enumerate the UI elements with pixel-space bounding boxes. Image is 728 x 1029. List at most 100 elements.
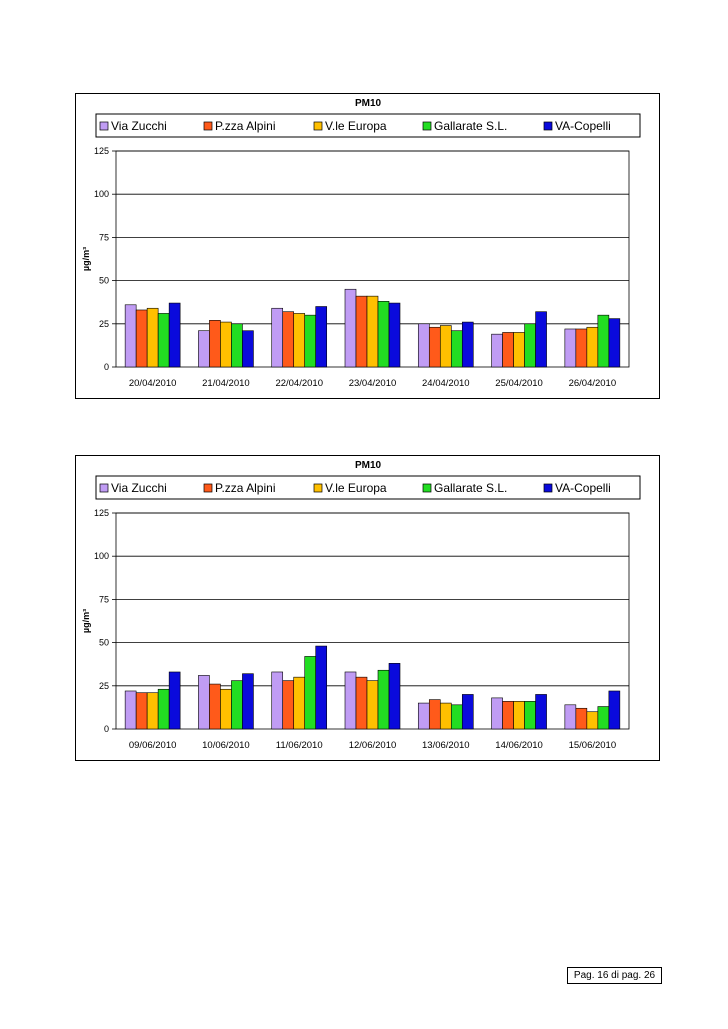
bar <box>502 701 514 730</box>
bar <box>168 302 181 368</box>
chart-title: PM10 <box>355 98 382 109</box>
bar <box>524 701 536 730</box>
bar-group <box>344 288 401 368</box>
chart-svg: PM10 Via Zucchi P.zza Alpini V.le Europa Gal… <box>81 98 641 389</box>
bar <box>355 295 368 368</box>
bar <box>450 704 463 730</box>
legend-item: P.zza Alpini <box>203 481 276 495</box>
x-tick-label: 15/06/2010 <box>569 740 617 751</box>
y-tick-label: 100 <box>94 189 109 199</box>
x-tick-label: 26/04/2010 <box>569 378 617 389</box>
bar <box>608 690 621 730</box>
bar <box>146 307 159 368</box>
bar <box>135 692 148 730</box>
bar-group <box>564 314 621 368</box>
y-tick-label: 75 <box>99 232 109 242</box>
pm10-chart-april: PM10 Via Zucchi P.zza Alpini V.le Europa Gal… <box>75 93 660 399</box>
page-number: Pag. 16 di pag. 26 <box>567 967 662 984</box>
y-tick-label: 0 <box>104 362 109 372</box>
chart-svg: PM10 Via Zucchi P.zza Alpini V.le Europa Gal… <box>81 460 641 751</box>
x-tick-label: 25/04/2010 <box>495 378 543 389</box>
bar <box>271 307 284 368</box>
bar <box>491 697 503 730</box>
legend-label: VA-Copelli <box>555 481 611 495</box>
legend-label: P.zza Alpini <box>215 481 276 495</box>
legend-swatch <box>543 483 553 493</box>
bar <box>157 688 170 730</box>
bar-group <box>124 671 181 730</box>
y-tick-label: 50 <box>99 276 109 286</box>
legend-swatch <box>313 121 323 131</box>
bar <box>535 694 547 730</box>
legend: Via Zucchi P.zza Alpini V.le Europa Gallara… <box>95 113 641 138</box>
bar <box>597 706 610 730</box>
x-tick-label: 11/06/2010 <box>276 740 323 751</box>
bar-group <box>491 694 547 730</box>
bar <box>344 671 357 730</box>
y-axis-label: µg/m³ <box>81 247 91 271</box>
bar <box>597 314 610 368</box>
bar <box>135 309 148 368</box>
bar <box>491 333 503 368</box>
legend-item: VA-Copelli <box>543 481 611 495</box>
bar <box>242 673 254 730</box>
bar <box>608 318 621 368</box>
legend-swatch <box>203 121 213 131</box>
bar <box>220 688 232 730</box>
bar <box>388 302 401 368</box>
bar <box>502 332 514 368</box>
bar <box>304 314 317 368</box>
bar <box>124 690 137 730</box>
y-tick-label: 0 <box>104 724 109 734</box>
bar <box>575 707 588 730</box>
bar <box>209 320 221 368</box>
bar <box>366 680 379 730</box>
x-tick-label: 20/04/2010 <box>129 378 177 389</box>
legend-item: V.le Europa <box>313 481 387 495</box>
bar <box>377 669 390 730</box>
legend-swatch <box>422 121 432 131</box>
bar <box>428 326 441 368</box>
bar-group <box>491 311 547 368</box>
bar <box>535 311 547 368</box>
bar <box>461 694 474 730</box>
bar <box>388 663 401 730</box>
legend-item: Gallarate S.L. <box>422 119 507 133</box>
legend-swatch <box>99 121 109 131</box>
legend-label: Via Zucchi <box>111 119 167 133</box>
bar-group <box>417 321 474 368</box>
bar <box>355 676 368 730</box>
bar-group <box>417 694 474 730</box>
bar <box>231 680 243 730</box>
bar <box>586 711 599 730</box>
y-tick-label: 75 <box>99 594 109 604</box>
bar <box>575 328 588 368</box>
bar <box>220 321 232 368</box>
y-tick-label: 25 <box>99 681 109 691</box>
bar-group <box>564 690 621 730</box>
bar <box>564 328 577 368</box>
bar-group <box>271 306 328 368</box>
legend-label: Gallarate S.L. <box>434 481 507 495</box>
legend-item: V.le Europa <box>313 119 387 133</box>
legend-label: Via Zucchi <box>111 481 167 495</box>
bar <box>293 313 306 368</box>
legend-label: Gallarate S.L. <box>434 119 507 133</box>
legend-label: P.zza Alpini <box>215 119 276 133</box>
bar <box>271 671 284 730</box>
legend-item: Via Zucchi <box>99 119 167 133</box>
legend-label: V.le Europa <box>325 119 387 133</box>
bar <box>513 332 525 368</box>
bar <box>157 313 170 368</box>
bar <box>564 704 577 730</box>
legend-label: V.le Europa <box>325 481 387 495</box>
bar <box>304 656 317 730</box>
x-tick-label: 22/04/2010 <box>275 378 323 389</box>
bar <box>198 675 210 730</box>
legend-box <box>95 113 641 138</box>
y-tick-label: 50 <box>99 638 109 648</box>
y-tick-label: 125 <box>94 508 109 518</box>
legend-label: VA-Copelli <box>555 119 611 133</box>
bar <box>524 323 536 368</box>
bar <box>439 702 452 730</box>
